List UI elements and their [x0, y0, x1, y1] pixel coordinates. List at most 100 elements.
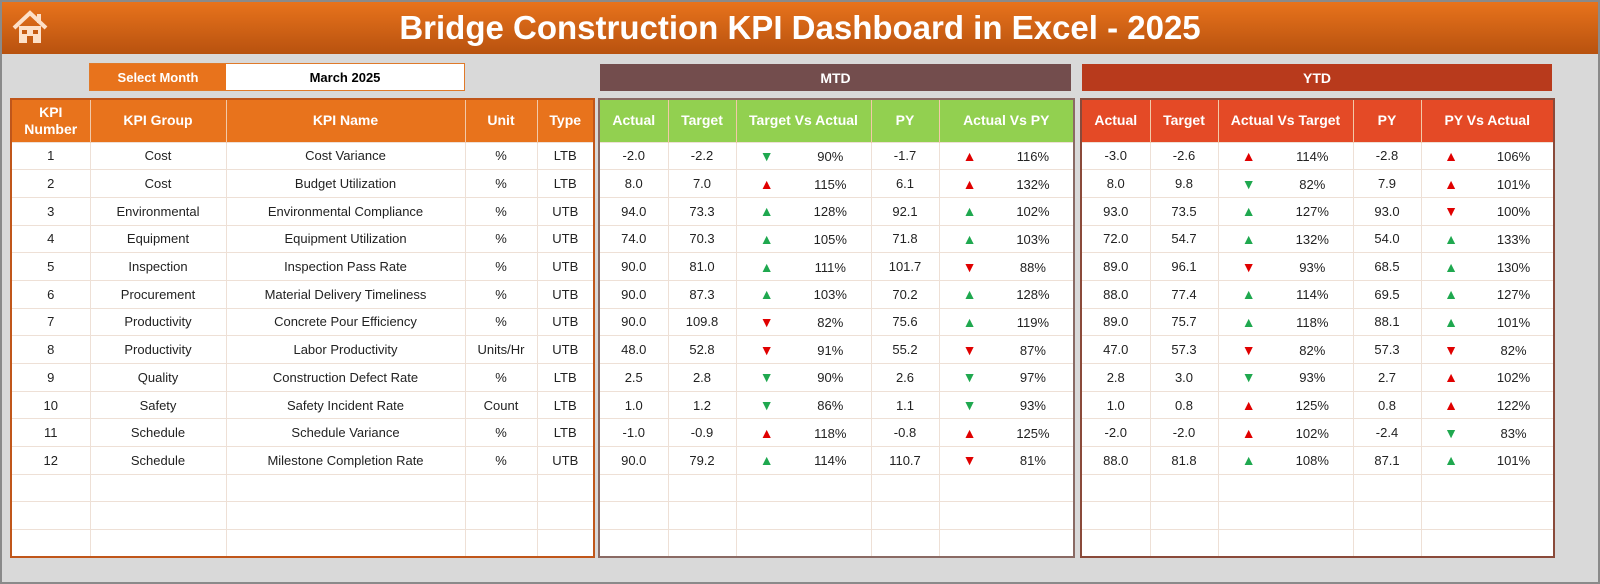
triangle-up-icon: ▲ — [1241, 230, 1256, 247]
kpi-group: Schedule — [89, 446, 227, 475]
ytd-table: Actual Target Actual Vs Target PY PY Vs Actu… — [1080, 98, 1555, 559]
unit: % — [464, 363, 538, 392]
empty-cell — [1420, 473, 1555, 503]
type — [536, 529, 595, 558]
kpi-number: 2 — [10, 169, 91, 198]
comparison-cell: ▲ 132% — [1217, 224, 1354, 254]
table-row: 90.0 87.3 ▲ 103% 70.2 ▲ 128% — [598, 279, 1075, 309]
table-row: 89.0 75.7 ▲ 118% 88.1 ▲ 101% — [1080, 307, 1555, 337]
comparison-cell: ▲ 114% — [1217, 279, 1354, 309]
unit: Count — [464, 390, 538, 420]
table-row: -2.0 -2.0 ▲ 102% -2.4 ▼ 83% — [1080, 418, 1555, 448]
table-row — [10, 501, 595, 531]
py-value: 101.7 — [870, 252, 940, 281]
triangle-up-icon: ▲ — [1241, 203, 1256, 220]
percent-value: 111% — [814, 259, 846, 275]
triangle-down-icon: ▼ — [759, 341, 774, 358]
percent-value: 82% — [817, 314, 844, 330]
unit: % — [464, 169, 538, 198]
comparison-cell: ▼ 100% — [1420, 196, 1555, 226]
percent-value: 115% — [814, 176, 847, 192]
comparison-cell: ▲ 102% — [1420, 363, 1555, 392]
empty-cell — [1217, 501, 1354, 531]
target-value: 2.8 — [667, 363, 737, 392]
kpi-name: Material Delivery Timeliness — [225, 279, 466, 309]
empty-cell — [938, 501, 1075, 531]
table-row — [10, 529, 595, 558]
target-value: 77.4 — [1149, 279, 1219, 309]
percent-value: 82% — [1299, 342, 1326, 358]
kpi-name: Safety Incident Rate — [225, 390, 466, 420]
percent-value: 106% — [1496, 148, 1531, 164]
table-row: 74.0 70.3 ▲ 105% 71.8 ▲ 103% — [598, 224, 1075, 254]
comparison-cell: ▼ 90% — [735, 141, 872, 171]
comparison-cell: ▲ 106% — [1420, 141, 1555, 171]
unit: % — [464, 307, 538, 337]
py-value: 2.6 — [870, 363, 940, 392]
comparison-cell: ▼ 81% — [938, 446, 1075, 475]
actual-value: 2.8 — [1080, 363, 1151, 392]
actual-value: 90.0 — [598, 279, 669, 309]
comparison-cell: ▼ 90% — [735, 363, 872, 392]
kpi-group: Cost — [89, 169, 227, 198]
table-row: 8 Productivity Labor Productivity Units/Hr U… — [10, 335, 595, 364]
table-row: 48.0 52.8 ▼ 91% 55.2 ▼ 87% — [598, 335, 1075, 364]
table-row: 5 Inspection Inspection Pass Rate% UTB — [10, 252, 595, 281]
empty-cell — [735, 529, 872, 558]
target-value: 1.2 — [667, 390, 737, 420]
table-row: 1.0 1.2 ▼ 86% 1.1 ▼ 93% — [598, 390, 1075, 420]
triangle-down-icon: ▼ — [962, 452, 977, 469]
target-value: -0.9 — [667, 418, 737, 448]
empty-cell — [1420, 501, 1555, 531]
unit: % — [464, 279, 538, 309]
empty-cell — [735, 501, 872, 531]
kpi-group — [89, 473, 227, 503]
triangle-up-icon: ▲ — [759, 203, 774, 220]
target-value: 109.8 — [667, 307, 737, 337]
percent-value: 90% — [817, 370, 844, 386]
month-dropdown[interactable]: March 2025 — [226, 64, 464, 90]
table-row: 90.0 81.0 ▲ 111% 101.7 ▼ 88% — [598, 252, 1075, 281]
kpi-group: Productivity — [89, 307, 227, 337]
kpi-group — [89, 501, 227, 531]
type: UTB — [536, 252, 595, 281]
column-header: Target — [1150, 99, 1219, 142]
py-value: 54.0 — [1352, 224, 1422, 254]
percent-value: 93% — [1299, 259, 1326, 275]
home-icon[interactable] — [10, 8, 50, 48]
table-row — [1080, 501, 1555, 531]
percent-value: 101% — [1496, 314, 1531, 330]
actual-value: 1.0 — [1080, 390, 1151, 420]
triangle-up-icon: ▲ — [759, 424, 774, 441]
percent-value: 103% — [813, 287, 847, 303]
comparison-cell: ▼ 97% — [938, 363, 1075, 392]
percent-value: 130% — [1496, 259, 1531, 275]
type: UTB — [536, 307, 595, 337]
empty-cell — [1149, 473, 1219, 503]
empty-cell — [735, 473, 872, 503]
table-row — [598, 501, 1075, 531]
py-value: 6.1 — [870, 169, 940, 198]
type: LTB — [536, 141, 595, 171]
target-value: -2.2 — [667, 141, 737, 171]
type: UTB — [536, 279, 595, 309]
percent-value: 119% — [1016, 314, 1050, 330]
empty-cell — [938, 473, 1075, 503]
empty-cell — [598, 529, 669, 558]
column-header: Type — [537, 99, 595, 142]
actual-value: 94.0 — [598, 196, 669, 226]
table-row: 2.5 2.8 ▼ 90% 2.6 ▼ 97% — [598, 363, 1075, 392]
triangle-up-icon: ▲ — [1444, 230, 1459, 247]
table-row: 1 Cost Cost Variance% LTB — [10, 141, 595, 171]
empty-cell — [667, 529, 737, 558]
kpi-name: Schedule Variance — [225, 418, 466, 448]
py-value: 93.0 — [1352, 196, 1422, 226]
kpi-number: 4 — [10, 224, 91, 254]
triangle-up-icon: ▲ — [1241, 313, 1256, 330]
triangle-up-icon: ▲ — [1444, 175, 1459, 192]
unit: % — [464, 418, 538, 448]
kpi-name — [225, 501, 466, 531]
kpi-group: Equipment — [89, 224, 227, 254]
comparison-cell: ▼ 88% — [938, 252, 1075, 281]
column-header: Actual Vs Target — [1218, 99, 1354, 142]
